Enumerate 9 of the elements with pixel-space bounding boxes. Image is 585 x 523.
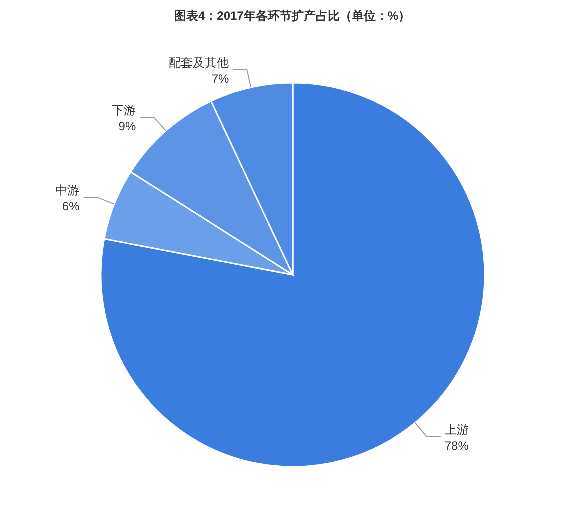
data-label: 6% — [62, 200, 80, 214]
data-label: 9% — [118, 119, 136, 134]
data-label: 78% — [444, 438, 470, 453]
title: 图表4：2017年各环节扩产占比（单位：%） — [174, 9, 411, 23]
slice-label: 中游 — [56, 184, 80, 198]
slice-label: 下游 — [112, 103, 136, 118]
slice-label: 上游 — [444, 422, 469, 437]
slice-label: 配套及其他 — [169, 56, 230, 70]
data-label: 7% — [212, 72, 230, 86]
